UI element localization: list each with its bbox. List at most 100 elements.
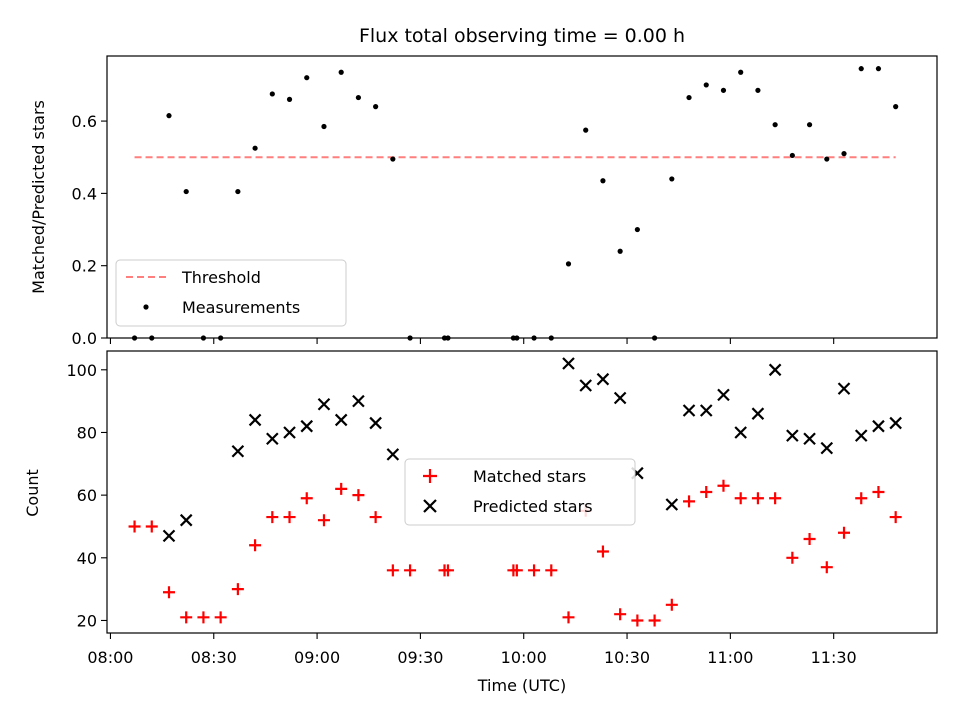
measurement-point [338, 69, 344, 75]
ratio-y-axis-label: Matched/Predicted stars [29, 100, 48, 294]
ratio-y-tick-label: 0.6 [72, 112, 97, 131]
matched-star-marker [838, 526, 851, 539]
predicted-star-marker [837, 382, 851, 395]
matched-star-marker [700, 486, 713, 498]
predicted-star-marker [786, 429, 799, 442]
measurement-point [617, 248, 623, 254]
matched-star-marker [266, 511, 279, 524]
predicted-stars-points [162, 357, 902, 543]
predicted-star-marker [162, 529, 176, 543]
count-y-axis-label: Count [23, 469, 42, 517]
count-legend-box [404, 458, 636, 526]
count-y-tick-label: 80 [77, 423, 97, 442]
matched-star-marker [803, 533, 816, 545]
matched-star-marker [128, 520, 141, 533]
predicted-star-marker [872, 419, 885, 433]
time-x-tick-label: 09:00 [294, 648, 340, 667]
measurements-legend-swatch [143, 304, 149, 310]
measurement-point [841, 151, 847, 157]
time-x-tick-label: 11:30 [811, 648, 857, 667]
matched-star-marker [180, 611, 193, 624]
count-legend: Matched stars Predicted stars [404, 458, 636, 526]
matched-star-marker [665, 598, 678, 611]
measurement-point [269, 91, 275, 97]
count-y-tick-label: 40 [77, 549, 97, 568]
matched-star-marker [441, 564, 454, 577]
time-x-tick-label: 09:30 [397, 648, 443, 667]
matched-star-marker [562, 611, 575, 624]
measurement-point [355, 94, 362, 101]
predicted-star-marker [579, 379, 592, 392]
measurement-point [893, 104, 899, 110]
matched-legend-label: Matched stars [473, 467, 586, 486]
matched-star-marker [335, 482, 348, 495]
predicted-star-marker [386, 448, 400, 461]
matched-star-marker [751, 492, 764, 505]
matched-star-marker [197, 611, 210, 624]
measurement-point [669, 176, 675, 182]
predicted-star-marker [820, 441, 834, 455]
measurement-point [634, 226, 640, 233]
time-x-tick-label: 10:30 [604, 648, 650, 667]
matched-star-marker [786, 551, 799, 564]
matched-star-marker [855, 492, 868, 505]
threshold-legend-label: Threshold [181, 268, 261, 287]
ratio-y-tick-label: 0.0 [72, 329, 97, 348]
predicted-star-marker [283, 426, 296, 439]
predicted-star-marker [266, 432, 279, 446]
matched-star-marker [510, 564, 523, 577]
measurement-point [789, 152, 795, 159]
predicted-star-marker [854, 429, 868, 442]
matched-star-marker [545, 564, 558, 577]
measurement-point [390, 156, 396, 162]
time-x-tick-label: 11:00 [707, 648, 753, 667]
matched-star-marker [614, 608, 627, 621]
predicted-star-marker [300, 419, 314, 433]
ratio-y-tick-label: 0.2 [72, 257, 97, 276]
measurement-point [738, 69, 744, 75]
measurement-point [875, 66, 882, 72]
ratio-legend: Threshold Measurements [115, 259, 347, 327]
predicted-star-marker [613, 391, 627, 405]
matched-legend-swatch [423, 469, 437, 483]
matched-star-marker [528, 564, 541, 577]
measurements-legend-label: Measurements [182, 298, 300, 317]
matched-star-marker [404, 564, 417, 577]
matched-star-marker [145, 520, 158, 533]
measurement-point [235, 188, 241, 195]
predicted-star-marker [562, 357, 575, 370]
measurement-point [304, 75, 310, 81]
measurement-point [373, 104, 379, 110]
matched-star-marker [820, 561, 833, 574]
time-x-tick-label: 08:30 [191, 648, 237, 667]
predicted-star-marker [682, 404, 696, 417]
predicted-star-marker [734, 426, 747, 439]
predicted-star-marker [699, 404, 713, 417]
time-x-tick-label: 08:00 [87, 648, 133, 667]
ratio-panel: Flux total observing time = 0.00 h Match… [29, 25, 938, 348]
measurement-point [703, 82, 709, 88]
matched-star-marker [734, 492, 747, 505]
predicted-star-marker [369, 416, 382, 430]
ratio-y-tick-label: 0.4 [72, 184, 97, 203]
measurement-point [252, 145, 258, 151]
count-y-ticks: 20 40 60 80 100 [66, 361, 107, 630]
matched-star-marker [352, 489, 365, 502]
predicted-legend-label: Predicted stars [473, 497, 593, 516]
time-x-ticks: 08:00 08:30 09:00 09:30 10:00 10:30 11:00 11:30 [87, 633, 857, 667]
ratio-x-ticks [109, 338, 835, 344]
matched-star-marker [648, 614, 661, 627]
matched-star-marker [596, 545, 609, 558]
predicted-star-marker [751, 407, 765, 420]
matched-star-marker [631, 614, 644, 627]
measurement-point [686, 94, 692, 101]
measurement-point [321, 123, 327, 130]
matched-star-marker [317, 514, 330, 527]
measurement-point [286, 96, 293, 102]
predicted-star-marker [317, 397, 331, 411]
measurement-point [166, 113, 172, 119]
ratio-axes-frame [106, 55, 938, 339]
